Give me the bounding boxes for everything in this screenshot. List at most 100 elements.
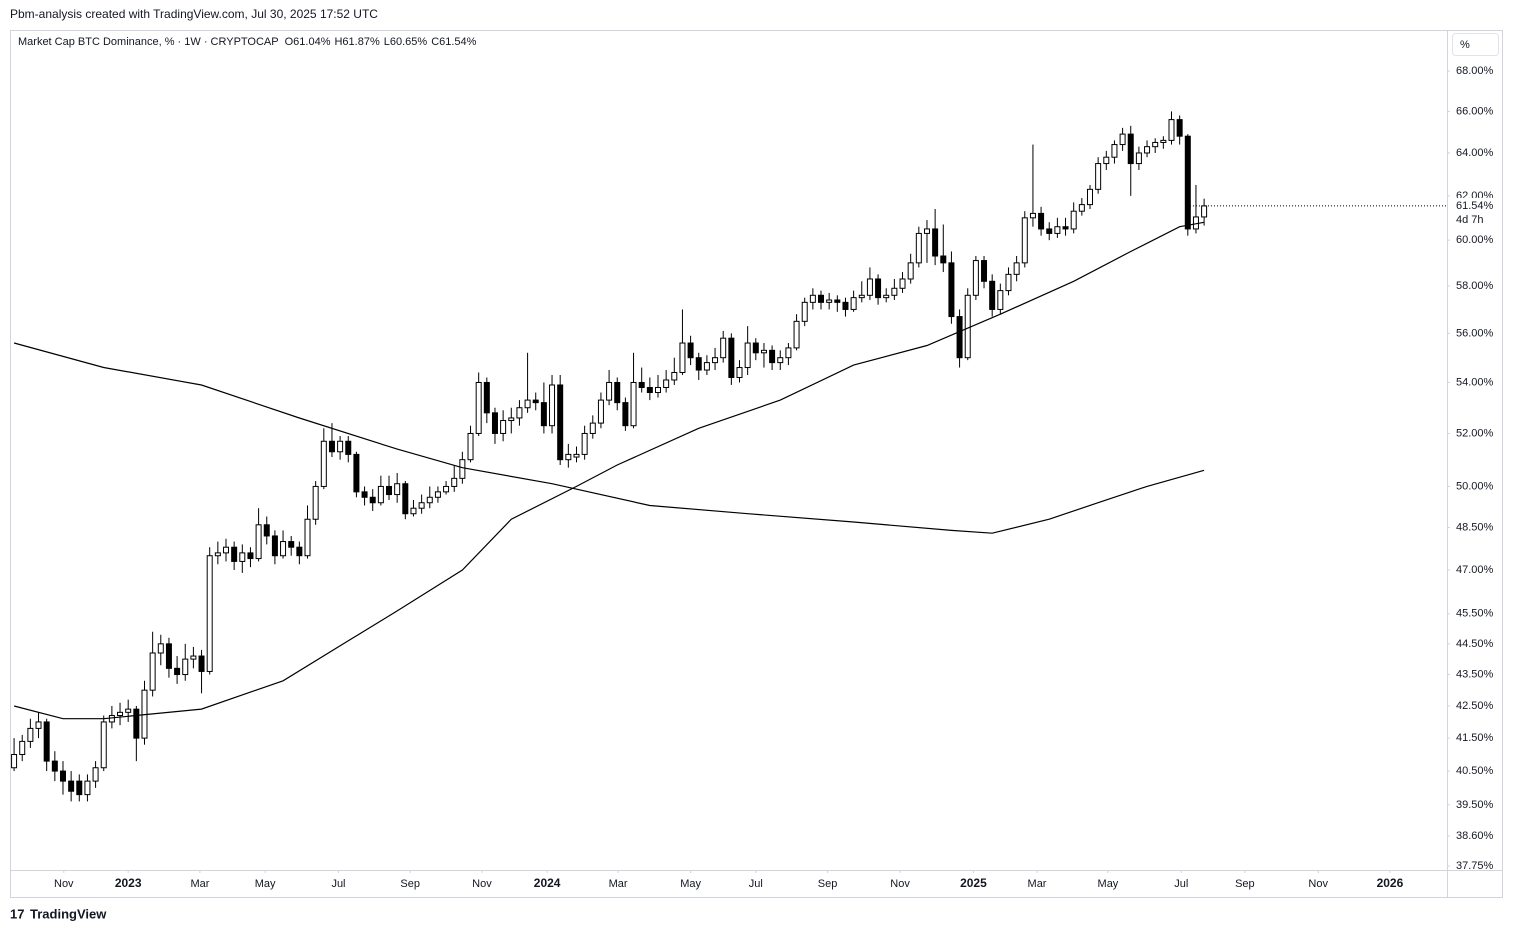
x-tick-label: Nov: [54, 878, 74, 890]
candle-body: [850, 297, 857, 310]
candle-body: [940, 255, 947, 264]
scale-button-label[interactable]: %: [1460, 39, 1470, 51]
candle-body: [263, 524, 270, 537]
candle-body: [997, 290, 1004, 310]
candle-body: [899, 278, 906, 289]
candle-body: [1127, 133, 1134, 165]
x-tick-label: 2024: [534, 876, 561, 890]
candle-body: [500, 420, 507, 434]
x-tick-label: May: [1098, 878, 1119, 890]
candle-body: [1078, 204, 1085, 212]
candle-body: [84, 780, 91, 796]
candle-body: [1095, 163, 1102, 190]
candle-body: [793, 320, 800, 349]
candle-body: [1070, 210, 1077, 230]
legend-ohlc: C61.54%: [431, 36, 476, 48]
candle-body: [532, 399, 539, 404]
candle-body: [361, 491, 368, 498]
candle-body: [1029, 212, 1036, 219]
candle-body: [239, 552, 246, 562]
candle-body: [1119, 133, 1126, 146]
y-tick-label: 66.00%: [1456, 105, 1494, 117]
scale-button[interactable]: [1452, 33, 1499, 56]
legend-ohlc: L60.65%: [384, 36, 428, 48]
candle-body: [1062, 226, 1069, 230]
candle-body: [752, 342, 759, 354]
candle-body: [736, 367, 743, 378]
candle-body: [801, 301, 808, 322]
legend-title: Market Cap BTC Dominance, % · 1W · CRYPT…: [18, 36, 279, 48]
candle-body: [410, 507, 417, 515]
candle-body: [777, 357, 784, 364]
x-tick-label: May: [680, 878, 701, 890]
candle-body: [866, 278, 873, 296]
candle-body: [157, 643, 164, 654]
candle-body: [353, 453, 360, 493]
candle-body: [540, 402, 547, 427]
y-tick-label: 60.00%: [1456, 234, 1494, 246]
x-tick-label: 2025: [960, 876, 987, 890]
candle-body: [622, 402, 629, 427]
candle-body: [1013, 262, 1020, 275]
candle-body: [1184, 135, 1191, 230]
candle-body: [1038, 212, 1045, 230]
candle-body: [972, 260, 979, 296]
candle-body: [956, 316, 963, 359]
candle-body: [606, 381, 613, 401]
candle-body: [27, 727, 34, 742]
candle-body: [663, 379, 670, 388]
candle-body: [981, 260, 988, 282]
candle-body: [247, 552, 254, 560]
y-tick-label: 44.50%: [1456, 638, 1494, 650]
y-tick-label: 42.50%: [1456, 700, 1494, 712]
y-tick-label: 43.50%: [1456, 668, 1494, 680]
candle-body: [720, 337, 727, 359]
candle-body: [491, 412, 498, 434]
candle-body: [842, 301, 849, 310]
candle-body: [695, 357, 702, 371]
candle-body: [1160, 139, 1167, 143]
x-tick-label: Jul: [1174, 878, 1188, 890]
candle-body: [858, 294, 865, 299]
x-tick-label: Jul: [331, 878, 345, 890]
candle-body: [304, 518, 311, 557]
candle-body: [826, 299, 833, 303]
candle-body: [923, 228, 930, 234]
candle-body: [1201, 205, 1208, 218]
y-tick-label: 48.50%: [1456, 521, 1494, 533]
candle-body: [475, 381, 482, 434]
candle-body: [328, 440, 335, 453]
candle-body: [1168, 119, 1175, 141]
candle-body: [948, 262, 955, 318]
candle-body: [703, 362, 710, 371]
candle-body: [369, 496, 376, 504]
x-tick-label: Sep: [818, 878, 838, 890]
y-tick-label: 50.00%: [1456, 480, 1494, 492]
y-tick-label: 52.00%: [1456, 427, 1494, 439]
candle-body: [459, 459, 466, 479]
candle-body: [614, 381, 621, 404]
x-tick-label: Nov: [472, 878, 492, 890]
candle-body: [1144, 146, 1151, 154]
y-tick-label: 56.00%: [1456, 327, 1494, 339]
chart-frame: [10, 30, 1503, 898]
candle-body: [1054, 226, 1061, 234]
candle-body: [255, 524, 262, 560]
candle-body: [712, 357, 719, 364]
candle-body: [231, 546, 238, 562]
candle-body: [418, 502, 425, 509]
candle-body: [206, 555, 213, 672]
candle-body: [394, 483, 401, 496]
x-tick-label: 2026: [1377, 876, 1404, 890]
candle-body: [638, 381, 645, 388]
y-tick-label: 40.50%: [1456, 765, 1494, 777]
candle-body: [1176, 119, 1183, 137]
candle-body: [402, 483, 409, 515]
candle-body: [133, 708, 140, 739]
y-tick-label: 41.50%: [1456, 732, 1494, 744]
candle-body: [630, 381, 637, 427]
candle-body: [76, 780, 83, 796]
y-tick-label: 45.50%: [1456, 608, 1494, 620]
x-tick-label: Sep: [400, 878, 420, 890]
